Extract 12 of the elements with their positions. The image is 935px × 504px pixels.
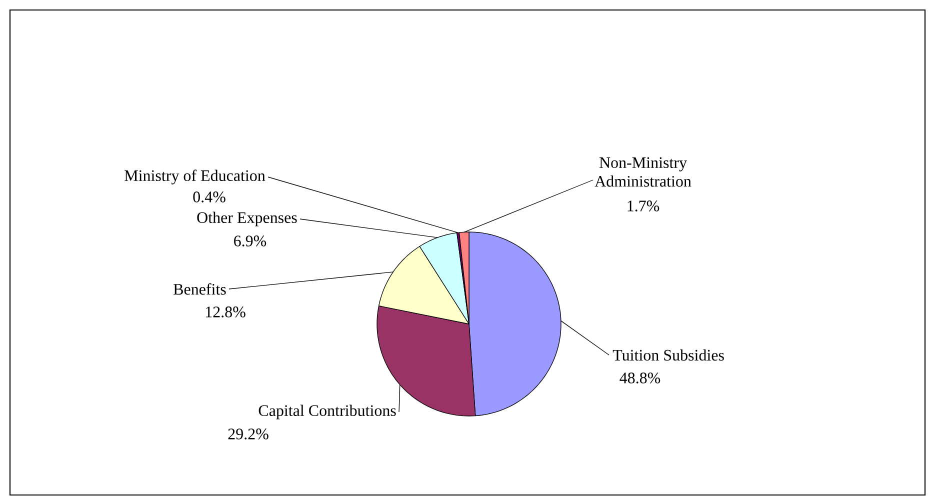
slice-label: Other Expenses [197,212,297,226]
slice-label: Tuition Subsidies [612,349,724,361]
data-label: 0.4% [193,192,226,202]
data-label: 6.9% [234,236,266,246]
data-label: 29.2% [228,428,268,440]
data-label: 48.8% [620,372,660,384]
data-label: 12.8% [206,306,246,318]
slice-label: Capital Contributions [258,404,396,420]
slice-label: Non-Ministry Administration [594,157,692,187]
data-label: 1.7% [628,200,660,212]
slice-label: Benefits [174,283,226,295]
slice-label: Ministry of Education [124,170,266,184]
